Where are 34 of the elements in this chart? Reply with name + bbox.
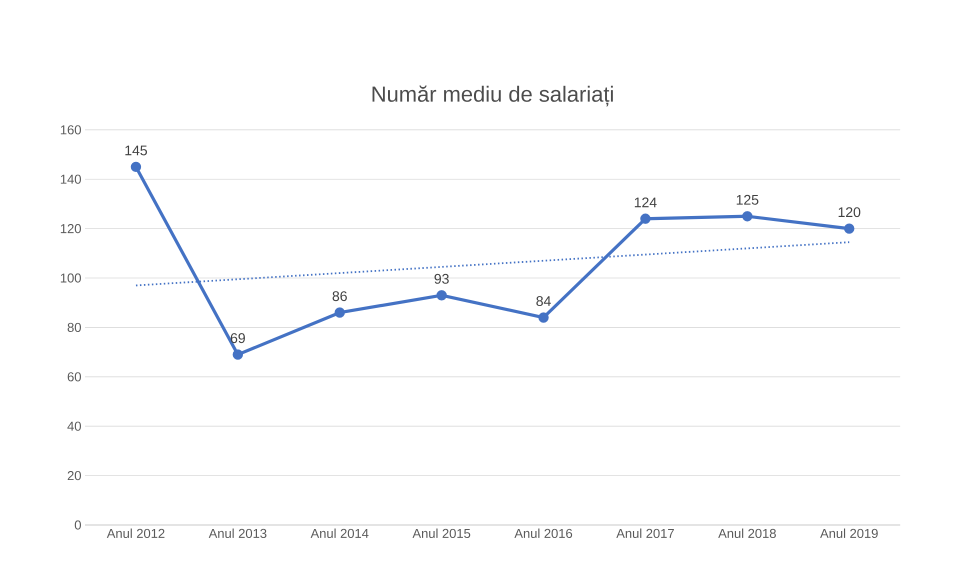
y-tick-label: 140: [60, 174, 81, 184]
x-tick-label: Anul 2014: [310, 528, 369, 538]
data-label: 69: [230, 333, 245, 344]
y-tick-label: 100: [60, 273, 81, 283]
y-tick-label: 60: [68, 372, 81, 382]
point: [232, 349, 244, 360]
x-tick-label: Anul 2017: [616, 528, 674, 538]
point: [742, 211, 753, 222]
x-tick-label: Anul 2012: [106, 528, 164, 538]
y-tick-label: 80: [68, 322, 81, 332]
data-label: 145: [125, 146, 147, 156]
y-tick-label: 20: [68, 471, 81, 480]
x-tick-label: Anul 2013: [208, 528, 266, 538]
data-label: 125: [736, 194, 758, 205]
data-label: 93: [434, 274, 449, 284]
point: [436, 290, 447, 300]
point: [640, 214, 651, 224]
y-tick-label: 160: [60, 125, 81, 134]
data-label: 120: [838, 207, 860, 218]
x-tick-label: Anul 2019: [820, 528, 878, 538]
chart-title: Număr mediu de salariați: [372, 86, 613, 106]
point: [130, 162, 142, 172]
point: [334, 307, 345, 318]
x-tick-label: Anul 2018: [718, 528, 776, 538]
x-tick-label: Anul 2016: [514, 528, 572, 538]
data-label: 84: [536, 296, 551, 306]
y-tick-label: 120: [60, 224, 81, 234]
y-tick-label: 0: [74, 520, 81, 530]
x-tick-label: Anul 2015: [412, 528, 470, 538]
data-label: 86: [332, 291, 347, 302]
y-tick-label: 40: [67, 422, 81, 431]
point: [538, 312, 549, 323]
point: [844, 223, 854, 234]
data-label: 124: [634, 197, 657, 208]
